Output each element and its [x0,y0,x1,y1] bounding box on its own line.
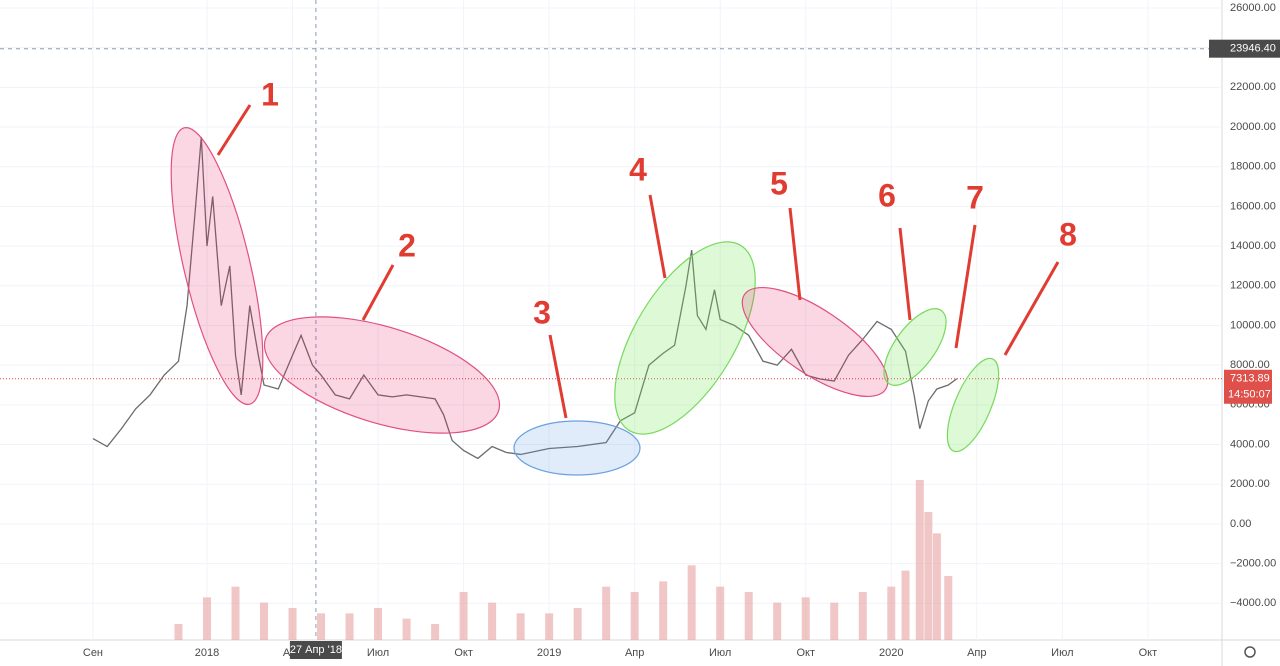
y-tick-label: 26000.00 [1230,2,1276,14]
volume-bar [288,608,297,640]
volume-bar [260,602,269,640]
volume-bar [573,608,582,640]
x-tick-label: Июл [1051,647,1073,659]
annotation-number: 8 [1059,216,1077,252]
volume-bar [345,613,354,640]
volume-bar [687,565,696,640]
annotation-number: 1 [261,76,279,112]
annotation-number: 2 [398,227,416,263]
volume-bar [174,624,183,640]
x-tick-label: 2020 [879,647,903,659]
volume-bar [887,586,896,640]
volume-bar [830,602,839,640]
highlight-ellipse [513,420,641,476]
last-price-box [1224,369,1272,404]
highlight-ellipse [263,316,501,434]
y-tick-label: 0.00 [1230,518,1251,530]
volume-bar [924,512,933,640]
x-tick-label: Июл [709,647,731,659]
y-tick-label: 20000.00 [1230,121,1276,133]
y-tick-label: 2000.00 [1230,478,1270,490]
highlight-ellipse [170,127,264,405]
annotation-arrow [954,224,977,349]
highlight-ellipse [741,286,889,398]
annotation-number: 6 [878,177,896,213]
volume-bar [602,586,611,640]
settings-icon[interactable] [1244,646,1256,658]
volume-bar [516,613,525,640]
annotation-arrow [898,227,912,321]
volume-bar [716,586,725,640]
annotation-number: 4 [629,151,647,187]
annotation-arrow [648,194,667,279]
crosshair-date-label: 27 Апр '18 [290,644,342,656]
volume-bar [402,618,411,640]
x-tick-label: 2018 [195,647,219,659]
annotation-number: 7 [966,179,984,215]
highlight-ellipse [946,357,1000,453]
countdown-label: 14:50:07 [1228,389,1271,401]
volume-bar [431,624,440,640]
y-tick-label: 8000.00 [1230,359,1270,371]
volume-bar [317,613,326,640]
volume-bar [231,586,240,640]
volume-bar [630,592,639,640]
volume-bar [374,608,383,640]
annotation-arrow [548,334,568,419]
volume-bar [773,602,782,640]
x-tick-label: Сен [83,647,103,659]
y-tick-label: 14000.00 [1230,240,1276,252]
volume-bar [488,602,497,640]
x-tick-label: Окт [1139,647,1158,659]
y-tick-label: 16000.00 [1230,200,1276,212]
volume-bar [932,533,941,640]
last-price-label: 7313.89 [1230,373,1270,385]
y-tick-label: 22000.00 [1230,81,1276,93]
volume-bar [901,570,910,640]
y-tick-label: 4000.00 [1230,438,1270,450]
volume-bar [202,597,211,640]
crosshair-date-box [289,641,342,659]
x-tick-label: Окт [796,647,815,659]
volume-bar [744,592,753,640]
annotation-number: 5 [770,165,788,201]
x-tick-label: Апр [967,647,986,659]
price-line [92,136,958,460]
y-tick-label: 10000.00 [1230,319,1276,331]
volume-bar [459,592,468,640]
volume-bar [915,480,924,640]
volume-bar [858,592,867,640]
annotation-arrow [216,104,252,156]
y-tick-label: 18000.00 [1230,161,1276,173]
y-tick-label: −2000.00 [1230,558,1276,570]
annotation-arrow [361,264,395,321]
x-tick-label: 2019 [537,647,561,659]
highlight-ellipse [614,241,756,435]
x-tick-label: Апр [625,647,644,659]
volume-bar [545,613,554,640]
volume-bar [659,581,668,640]
x-tick-label: Окт [454,647,473,659]
y-tick-label: −4000.00 [1230,597,1276,609]
highlight-ellipse [883,308,947,386]
crosshair-price-label: 23946.40 [1230,43,1276,55]
y-tick-label: 12000.00 [1230,280,1276,292]
crosshair-price-box [1209,39,1280,58]
x-tick-label: Июл [367,647,389,659]
annotation-arrow [788,207,802,301]
volume-bar [801,597,810,640]
annotation-arrow [1003,261,1060,356]
annotation-number: 3 [533,294,551,330]
volume-bar [944,576,953,640]
